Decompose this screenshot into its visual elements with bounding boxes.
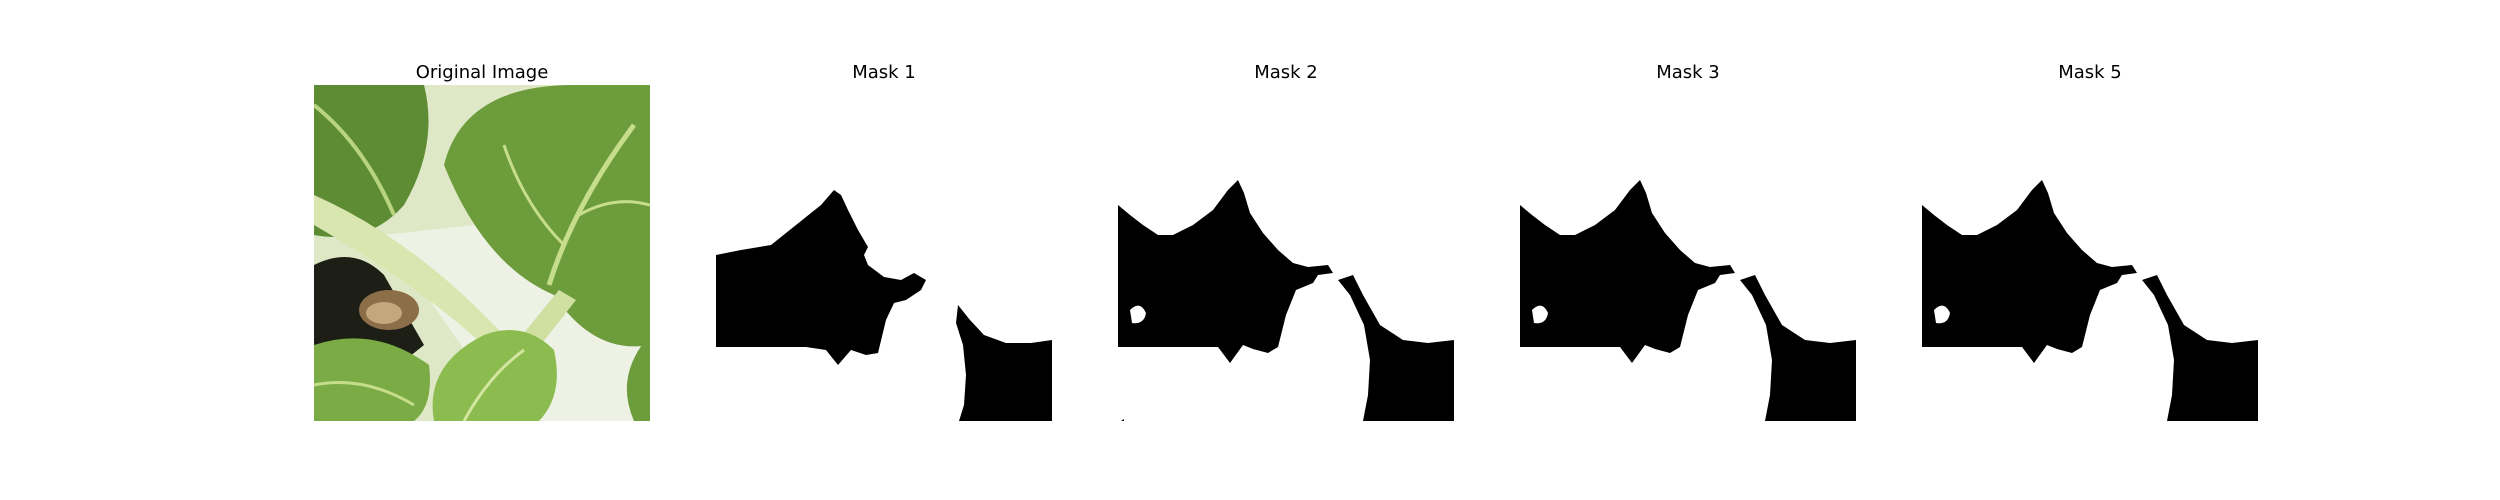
panel-mask-1: Mask 1	[716, 0, 1052, 500]
panel-mask-2: Mask 2	[1118, 0, 1454, 500]
panel-title: Mask 1	[852, 62, 916, 83]
panel-title: Mask 2	[1254, 62, 1318, 83]
original-image	[314, 85, 650, 421]
panel-mask-3: Mask 3	[1520, 0, 1856, 500]
panel-title: Mask 3	[1656, 62, 1720, 83]
panel-title: Mask 5	[2058, 62, 2122, 83]
panel-original-image: Original Image	[314, 0, 650, 500]
mask-image	[1922, 85, 2258, 421]
mask-image	[716, 85, 1052, 421]
panel-title: Original Image	[415, 62, 549, 83]
panel-mask-5: Mask 5	[1922, 0, 2258, 500]
mask-image	[1520, 85, 1856, 421]
mask-image	[1118, 85, 1454, 421]
